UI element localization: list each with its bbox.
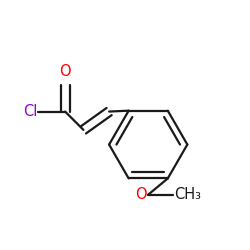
Text: Cl: Cl [22,104,37,119]
Text: CH₃: CH₃ [174,187,201,202]
Text: O: O [135,187,146,202]
Text: O: O [59,64,71,78]
